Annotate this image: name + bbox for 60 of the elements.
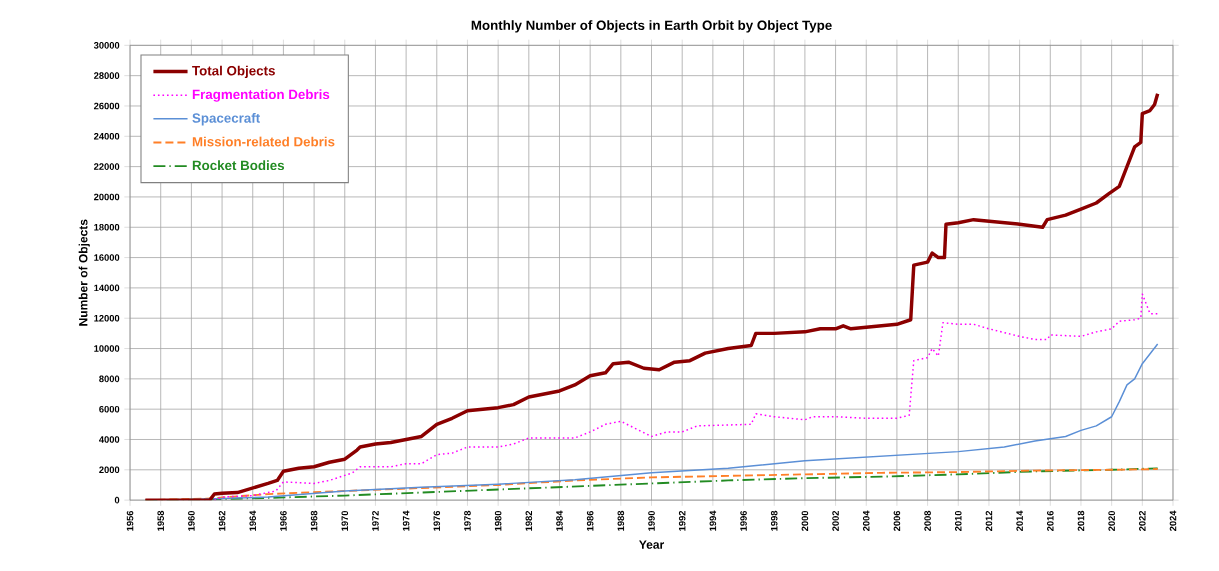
x-tick-label: 1972 xyxy=(372,511,379,531)
x-tick-label: 1980 xyxy=(494,511,502,531)
x-tick-label: 1956 xyxy=(126,510,134,531)
x-tick-label: 2004 xyxy=(862,510,870,532)
x-axis-title: Year xyxy=(639,540,665,549)
y-tick-label: 0 xyxy=(114,496,120,504)
legend-label: Mission-related Debris xyxy=(192,136,335,147)
y-tick-label: 20000 xyxy=(93,193,120,201)
x-tick-label: 1984 xyxy=(556,510,563,531)
y-tick-label: 10000 xyxy=(94,345,120,352)
x-tick-label: 1996 xyxy=(740,510,747,531)
y-tick-label: 16000 xyxy=(94,254,120,261)
x-tick-label: 1960 xyxy=(188,511,195,531)
x-tick-label: 1998 xyxy=(770,510,778,531)
x-tick-label: 1994 xyxy=(709,510,717,531)
chart-title: Monthly Number of Objects in Earth Orbit by Object Type xyxy=(471,20,832,33)
x-tick-label: 1964 xyxy=(249,510,257,531)
x-tick-label: 2000 xyxy=(801,511,809,532)
y-axis-title: Number of Objects xyxy=(78,219,90,326)
legend-label: Fragmentation Debris xyxy=(192,89,330,102)
y-tick-label: 8000 xyxy=(99,375,120,383)
x-tick-label: 2008 xyxy=(924,510,931,532)
y-tick-label: 6000 xyxy=(99,405,120,413)
x-tick-label: 2022 xyxy=(1139,511,1146,532)
y-tick-label: 28000 xyxy=(93,72,120,80)
y-tick-label: 12000 xyxy=(94,315,120,322)
y-tick-label: 18000 xyxy=(94,224,120,231)
x-tick-label: 2014 xyxy=(1016,510,1023,532)
x-tick-label: 2002 xyxy=(832,511,839,532)
y-tick-label: 2000 xyxy=(99,466,120,474)
x-tick-label: 2018 xyxy=(1077,510,1085,532)
x-tick-label: 1978 xyxy=(464,510,471,531)
x-tick-label: 1970 xyxy=(341,511,349,531)
x-tick-label: 1958 xyxy=(157,510,165,531)
x-tick-label: 1992 xyxy=(678,511,686,531)
line-series xyxy=(213,293,1159,501)
x-tick-label: 1976 xyxy=(433,510,441,531)
y-tick-label: 24000 xyxy=(93,133,120,140)
y-tick-label: 14000 xyxy=(94,284,120,292)
x-tick-label: 1986 xyxy=(586,510,594,531)
x-tick-label: 1962 xyxy=(218,511,226,531)
x-tick-label: 2010 xyxy=(954,511,962,532)
x-tick-label: 2012 xyxy=(985,511,993,532)
y-tick-label: 26000 xyxy=(93,102,120,110)
x-tick-label: 1974 xyxy=(402,510,410,531)
x-tick-label: 2024 xyxy=(1169,510,1177,532)
legend-label: Rocket Bodies xyxy=(192,160,285,171)
y-tick-label: 22000 xyxy=(93,163,120,171)
x-tick-label: 2006 xyxy=(893,510,901,532)
x-tick-label: 1990 xyxy=(648,511,655,531)
x-tick-label: 1968 xyxy=(310,510,318,531)
y-tick-label: 4000 xyxy=(99,436,120,443)
legend-label: Spacecraft xyxy=(192,113,260,126)
x-tick-label: 2020 xyxy=(1108,511,1115,532)
legend-label: Total Objects xyxy=(192,65,275,79)
x-tick-label: 1982 xyxy=(525,511,533,531)
x-tick-label: 1966 xyxy=(280,510,287,531)
y-tick-label: 30000 xyxy=(93,42,120,49)
x-tick-label: 1988 xyxy=(617,510,625,531)
x-tick-label: 2016 xyxy=(1047,510,1054,532)
